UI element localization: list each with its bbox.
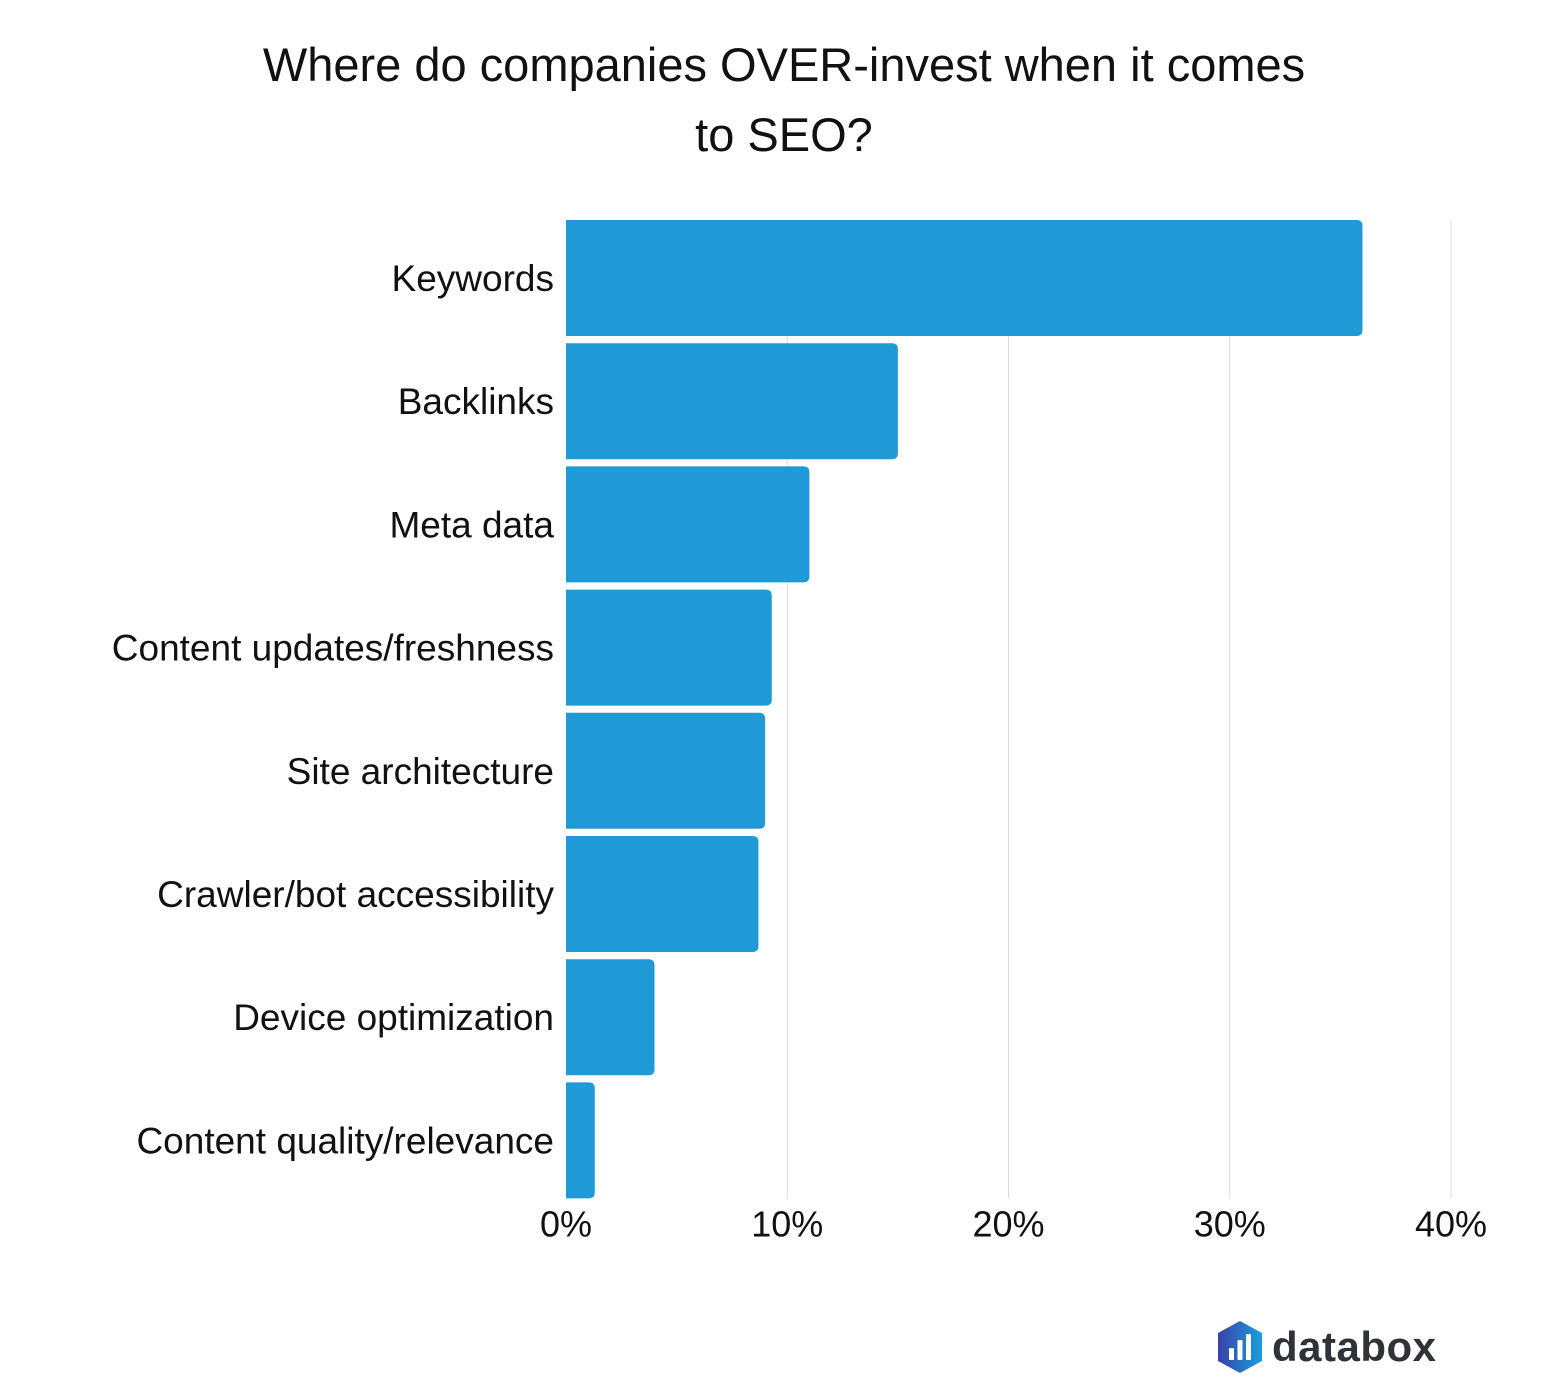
x-tick-label: 10%	[751, 1203, 823, 1244]
databox-hexagon-chart-icon	[1218, 1321, 1262, 1373]
x-tick-label: 20%	[972, 1203, 1044, 1244]
x-tick-label: 0%	[540, 1203, 592, 1244]
bar	[566, 466, 810, 583]
bar	[566, 1082, 595, 1199]
category-label: Meta data	[389, 504, 554, 545]
chart-title: Where do companies OVER-invest when it c…	[0, 30, 1556, 170]
category-label: Keywords	[392, 258, 554, 299]
category-label: Device optimization	[233, 997, 554, 1038]
category-label: Site architecture	[287, 751, 554, 792]
category-label: Content updates/freshness	[112, 628, 554, 669]
bar-chart: 0% 10% 20% 30% 40% Keywords Backlinks Meta data…	[112, 220, 1487, 1244]
bar	[566, 343, 898, 460]
bar	[566, 589, 772, 706]
bar	[566, 220, 1363, 336]
x-tick-label: 30%	[1194, 1203, 1266, 1244]
bar	[566, 959, 655, 1076]
logo-text: databox	[1272, 1323, 1437, 1370]
bar	[566, 712, 766, 829]
x-tick-label: 40%	[1415, 1203, 1487, 1244]
category-label: Crawler/bot accessibility	[157, 874, 554, 915]
category-label: Content quality/relevance	[136, 1120, 554, 1161]
bar	[566, 836, 759, 952]
chart-title-line-1: Where do companies OVER-invest when it c…	[262, 38, 1306, 91]
chart-title-line-2: to SEO?	[695, 108, 873, 161]
category-label: Backlinks	[398, 381, 554, 422]
databox-logo: databox	[1216, 1320, 1437, 1374]
